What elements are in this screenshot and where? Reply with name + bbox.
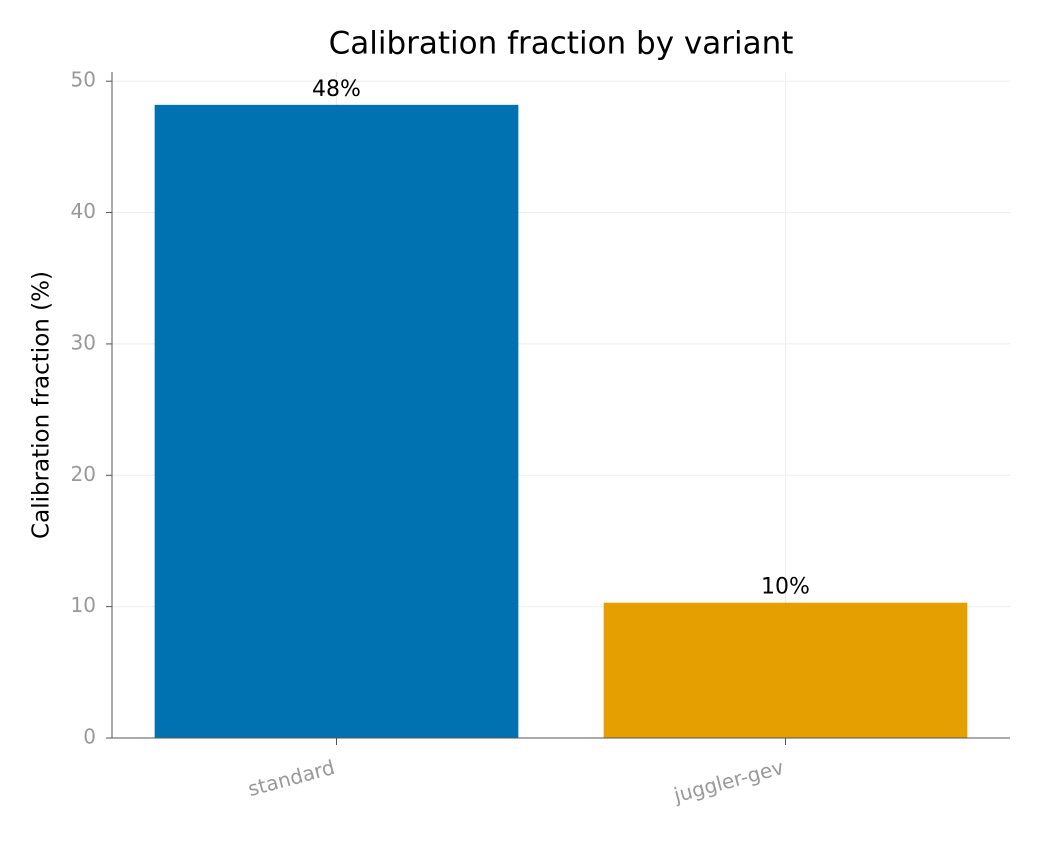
- x-tick-label: juggler-gev: [670, 755, 786, 808]
- y-tick-label: 30: [71, 330, 96, 354]
- y-axis-label: Calibration fraction (%): [29, 271, 55, 539]
- y-tick-label: 0: [83, 725, 96, 749]
- value-label: 10%: [761, 575, 810, 600]
- chart-title: Calibration fraction by variant: [329, 26, 794, 62]
- value-label: 48%: [312, 77, 361, 102]
- y-tick-label: 50: [71, 68, 96, 92]
- y-tick-label: 40: [71, 199, 96, 223]
- bar: [603, 602, 968, 738]
- x-tick-label: standard: [245, 755, 337, 801]
- y-tick-label: 20: [71, 462, 96, 486]
- y-tick-label: 10: [71, 593, 96, 617]
- bar: [154, 104, 519, 739]
